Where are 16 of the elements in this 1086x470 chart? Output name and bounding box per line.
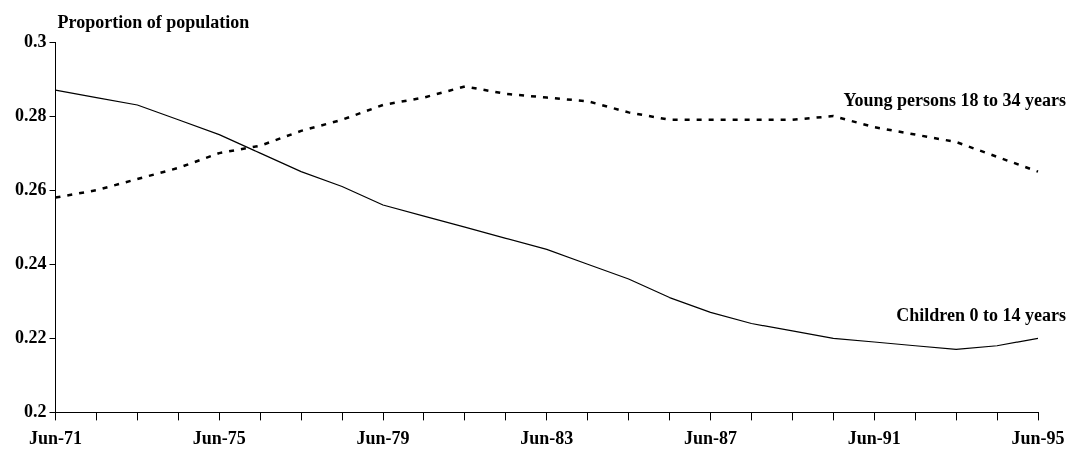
series-label: Young persons 18 to 34 years <box>843 90 1066 111</box>
y-tick-label: 0.24 <box>15 252 47 273</box>
y-tick-label: 0.28 <box>15 104 47 125</box>
x-tick-label: Jun-71 <box>28 427 83 448</box>
x-tick-label: Jun-75 <box>192 427 246 448</box>
x-tick-label: Jun-79 <box>356 427 410 448</box>
y-tick-label: 0.3 <box>24 30 47 51</box>
x-tick-label: Jun-91 <box>847 427 901 448</box>
y-tick-label: 0.26 <box>15 178 47 199</box>
y-tick-label: 0.22 <box>15 326 47 347</box>
x-tick-label: Jun-87 <box>683 427 738 448</box>
x-tick-label: Jun-95 <box>1011 427 1065 448</box>
x-tick-label: Jun-83 <box>520 427 574 448</box>
y-axis-title: Proportion of population <box>57 12 250 32</box>
series-label: Children 0 to 14 years <box>896 304 1066 325</box>
y-tick-label: 0.2 <box>24 401 47 422</box>
